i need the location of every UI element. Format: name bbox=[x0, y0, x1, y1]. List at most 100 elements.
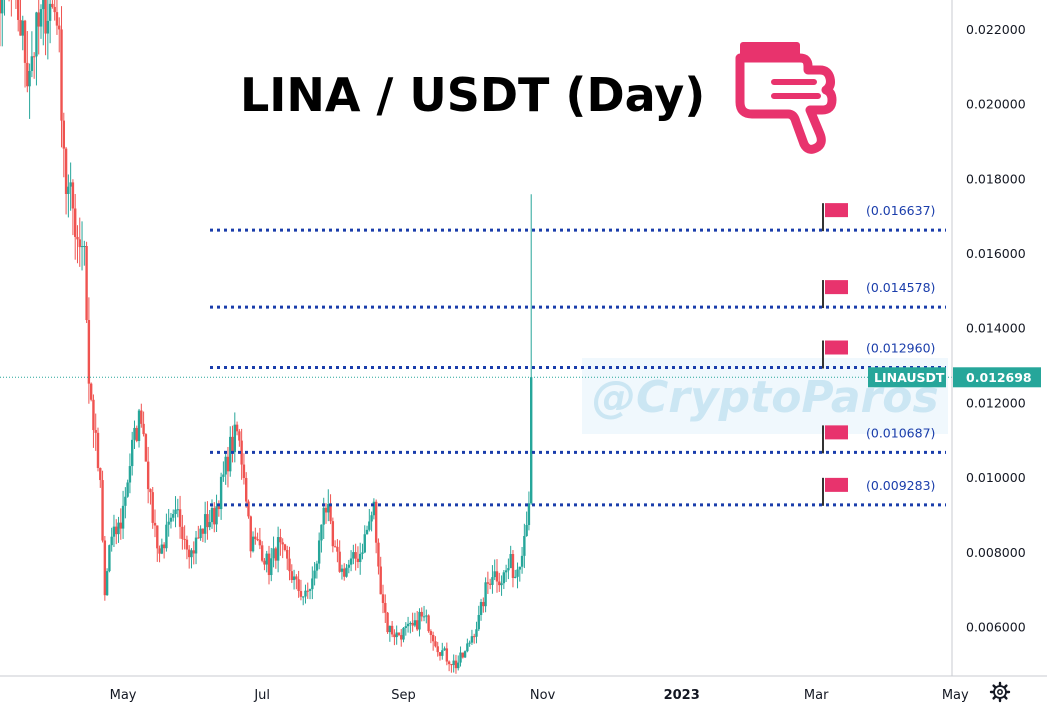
candle-body bbox=[140, 410, 143, 424]
candle-body bbox=[149, 489, 152, 493]
candle-body bbox=[450, 664, 453, 666]
candle-body bbox=[365, 529, 369, 535]
price-tick-label: 0.006000 bbox=[966, 619, 1026, 634]
level-label: (0.014578) bbox=[866, 280, 935, 295]
candle-body bbox=[231, 436, 234, 453]
candle-body bbox=[427, 615, 430, 632]
candle-body bbox=[110, 536, 113, 546]
candle-body bbox=[281, 542, 284, 545]
candle-body bbox=[203, 514, 207, 534]
candle-body bbox=[349, 558, 353, 565]
candle-body bbox=[128, 466, 132, 483]
candle-body bbox=[395, 632, 398, 638]
candle-body bbox=[42, 0, 45, 10]
candle-body bbox=[258, 539, 262, 546]
candle-body bbox=[272, 548, 275, 559]
candle-body bbox=[286, 549, 289, 559]
candle-body bbox=[445, 648, 449, 662]
candle-body bbox=[274, 548, 278, 561]
candle-body bbox=[101, 480, 104, 541]
candle-body bbox=[169, 517, 173, 522]
candle-body bbox=[242, 464, 246, 478]
candle-body bbox=[317, 540, 321, 564]
candles bbox=[0, 0, 533, 674]
candle-body bbox=[142, 423, 145, 435]
candle-body bbox=[190, 550, 193, 558]
candle-body bbox=[247, 501, 250, 517]
candle-body bbox=[374, 501, 378, 543]
candle-body bbox=[0, 0, 2, 14]
candle-body bbox=[226, 456, 230, 472]
candle-body bbox=[64, 148, 68, 194]
candle-body bbox=[436, 646, 439, 653]
candle-body bbox=[235, 424, 239, 432]
candle-body bbox=[299, 591, 303, 597]
candle-body bbox=[466, 643, 469, 652]
candle-body bbox=[94, 430, 97, 433]
candle-body bbox=[201, 528, 205, 534]
candle-body bbox=[112, 526, 116, 537]
candle-body bbox=[46, 20, 50, 34]
candle-body bbox=[32, 56, 36, 58]
candle-body bbox=[304, 590, 307, 597]
candle-body bbox=[397, 632, 401, 636]
candle-body bbox=[386, 612, 389, 633]
candle-body bbox=[441, 650, 444, 656]
candle-body bbox=[418, 611, 421, 630]
candle-body bbox=[270, 558, 273, 576]
candle-body bbox=[484, 582, 487, 607]
candle-body bbox=[162, 544, 166, 549]
candle-body bbox=[115, 526, 118, 535]
candle-body bbox=[295, 576, 298, 580]
candle-body bbox=[158, 548, 161, 554]
candle-body bbox=[457, 662, 460, 669]
candle-body bbox=[151, 492, 154, 523]
candle-body bbox=[527, 503, 531, 526]
candle-body bbox=[92, 399, 95, 431]
gear-icon[interactable] bbox=[989, 681, 1011, 703]
candle-body bbox=[89, 383, 93, 400]
candle-body bbox=[336, 546, 339, 552]
candle-body bbox=[279, 537, 282, 543]
candle-body bbox=[516, 569, 519, 577]
price-tick-label: 0.022000 bbox=[966, 22, 1026, 37]
candle-body bbox=[174, 509, 177, 515]
candle-body bbox=[85, 246, 88, 321]
candle-body bbox=[238, 431, 241, 441]
candle-body bbox=[377, 542, 380, 567]
candle-body bbox=[388, 625, 392, 633]
last-price-tag-label: 0.012698 bbox=[966, 370, 1032, 385]
candle-body bbox=[393, 634, 396, 638]
candle-body bbox=[482, 601, 485, 607]
candle-body bbox=[117, 522, 120, 535]
flag-icon bbox=[825, 425, 848, 440]
time-axis[interactable]: MarMayJulSepNov2023MarMay bbox=[0, 688, 969, 703]
candle-body bbox=[368, 521, 371, 530]
candle-body bbox=[208, 522, 211, 528]
candle-body bbox=[486, 582, 490, 584]
candle-body bbox=[333, 546, 337, 548]
candle-body bbox=[507, 568, 510, 571]
symbol-tag-label: LINAUSDT bbox=[874, 370, 945, 385]
candle-body bbox=[71, 182, 75, 209]
candle-body bbox=[470, 636, 474, 643]
candle-body bbox=[315, 563, 319, 571]
candle-body bbox=[504, 570, 508, 573]
candle-body bbox=[199, 528, 202, 539]
pointing-hand-icon bbox=[735, 42, 837, 154]
candle-body bbox=[520, 555, 524, 567]
candle-body bbox=[402, 627, 405, 640]
candle-body bbox=[425, 615, 428, 617]
price-tick-label: 0.014000 bbox=[966, 321, 1026, 336]
candle-body bbox=[80, 246, 84, 248]
candle-body bbox=[188, 549, 191, 558]
candle-body bbox=[479, 601, 483, 615]
candle-body bbox=[379, 566, 382, 595]
candle-body bbox=[370, 515, 373, 522]
candle-body bbox=[210, 508, 214, 523]
price-axis[interactable]: 0.006000 0.008000 0.010000 0.012000 0.014000… bbox=[966, 22, 1026, 635]
candle-body bbox=[183, 538, 186, 540]
candle-body bbox=[62, 120, 65, 149]
candle-body bbox=[447, 661, 451, 665]
